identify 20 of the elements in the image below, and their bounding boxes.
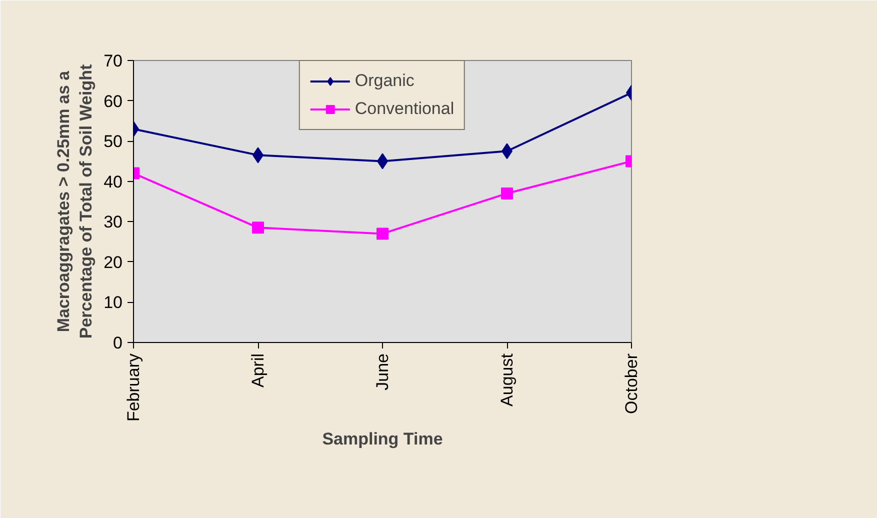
y-tick-label: 20 [104,252,123,272]
y-tick-label: 30 [104,212,123,232]
y-tick-label: 10 [104,293,123,312]
y-tick-label: 40 [104,172,123,192]
y-tick-label: 50 [104,132,123,152]
legend-label: Conventional [354,99,454,119]
x-tick-label: August [498,353,516,406]
y-tick-label: 60 [104,92,123,111]
y-tick-label: 0 [113,334,123,352]
x-tick-label: October [622,353,641,414]
legend-label: Organic [354,71,414,91]
x-axis-title: Sampling Time [322,430,443,449]
point [252,222,264,234]
x-tick-label: February [124,353,143,422]
y-axis-title: Macroaggragates > 0.25mm as a Percentage of Total of Soil Weight [54,64,96,339]
y-tick-label: 70 [104,52,123,70]
point [501,187,513,200]
point [376,228,388,240]
x-tick-label: April [248,353,268,388]
x-tick-label: June [373,353,392,390]
